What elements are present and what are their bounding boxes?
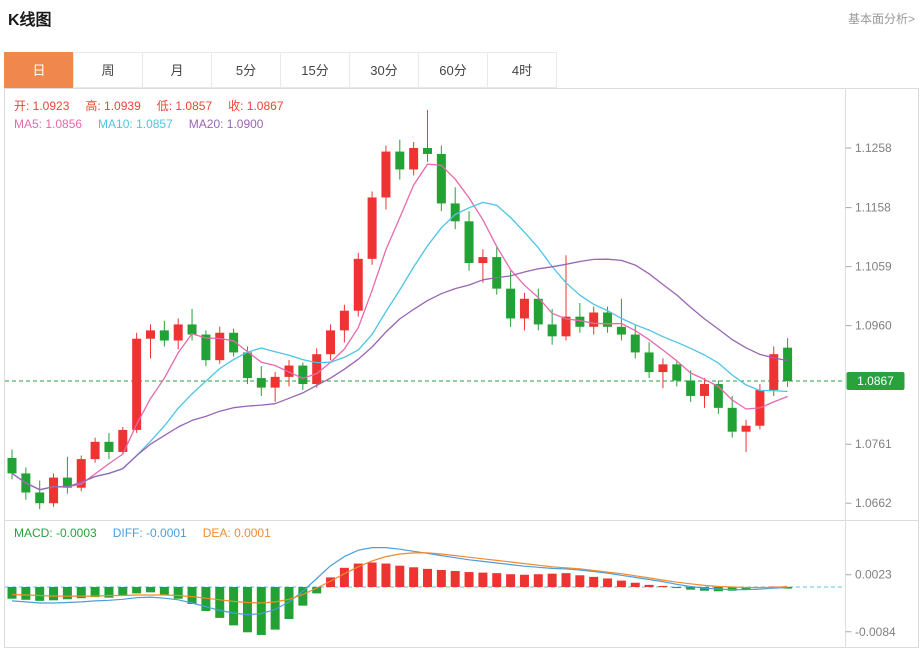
tab-4hour[interactable]: 4时 [487,52,557,88]
svg-text:1.0867: 1.0867 [857,374,894,388]
tab-30min[interactable]: 30分 [349,52,419,88]
svg-text:1.0662: 1.0662 [855,496,892,510]
legend-dea: DEA: 0.0001 [202,526,271,540]
legend-ma10: MA10: 1.0857 [98,117,173,131]
legend-macd: MACD: -0.0003 [14,526,97,540]
legend-high: 高: 1.0939 [85,99,141,113]
legend-open: 开: 1.0923 [14,99,70,113]
svg-text:1.0960: 1.0960 [855,319,892,333]
legend-close: 收: 1.0867 [228,99,284,113]
legend-low: 低: 1.0857 [156,99,213,113]
fundamental-analysis-link[interactable]: 基本面分析> [847,12,915,26]
tab-week[interactable]: 周 [73,52,143,88]
tab-60min[interactable]: 60分 [418,52,488,88]
current-price-badge [846,372,905,391]
tab-day[interactable]: 日 [4,52,74,88]
timeframe-tabs: 日周月 5分 15分 30分 60分 4时 [4,52,557,88]
legend-ma20: MA20: 1.0900 [188,117,264,131]
tab-month[interactable]: 月 [142,52,212,88]
ohlc-legend: 开: 1.0923 高: 1.0939 低: 1.0857 收: 1.0867 [14,97,300,114]
svg-text:0.0023: 0.0023 [855,568,892,582]
tab-15min[interactable]: 15分 [280,52,350,88]
svg-text:1.1059: 1.1059 [855,260,892,274]
svg-text:1.0761: 1.0761 [855,437,892,451]
ma-legend: MA5: 1.0856 MA10: 1.0857 MA20: 1.0900 [14,117,279,131]
svg-text:1.1158: 1.1158 [855,201,891,215]
page-title: K线图 [8,12,52,29]
macd-legend: MACD: -0.0003 DIFF: -0.0001 DEA: 0.0001 [14,526,287,540]
tab-5min[interactable]: 5分 [211,52,281,88]
legend-ma5: MA5: 1.0856 [14,117,83,131]
svg-text:-0.0084: -0.0084 [855,625,896,639]
svg-text:1.1258: 1.1258 [855,141,892,155]
legend-diff: DIFF: -0.0001 [112,526,187,540]
